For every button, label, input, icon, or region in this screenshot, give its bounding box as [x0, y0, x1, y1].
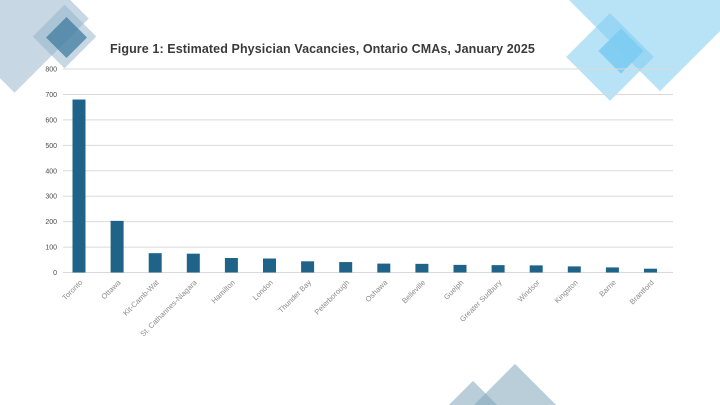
y-tick-label: 0 [53, 270, 57, 277]
bar-thunder-bay [301, 261, 315, 273]
x-tick-label: Peterborough [313, 278, 352, 317]
x-tick-label: Thunder Bay [276, 278, 313, 315]
y-tick-label: 300 [45, 194, 57, 201]
x-tick-label: Belleville [400, 278, 427, 305]
bar-st-catharines-niagara [186, 253, 200, 273]
bar-london [263, 258, 276, 273]
x-tick-label: Ottawa [99, 277, 123, 301]
bar-belleville [415, 263, 429, 273]
x-tick-label: London [251, 278, 275, 302]
y-tick-label: 800 [45, 67, 57, 74]
bar-greater-sudbury [491, 265, 505, 273]
bar-toronto [72, 99, 86, 273]
bar-brantford [644, 268, 657, 273]
y-tick-label: 500 [45, 143, 57, 150]
y-tick-label: 700 [45, 92, 57, 99]
chart-title: Figure 1: Estimated Physician Vacancies,… [110, 42, 535, 56]
bar-windsor [529, 265, 543, 273]
x-tick-label: Hamilton [210, 278, 237, 305]
x-tick-label: Oshawa [363, 277, 389, 303]
x-tick-label: Barrie [597, 278, 618, 299]
x-tick-label: Guelph [442, 278, 465, 301]
bar-guelph [453, 264, 467, 273]
y-tick-label: 100 [45, 245, 57, 252]
bar-peterborough [339, 262, 353, 273]
x-tick-label: Kingston [553, 278, 580, 305]
bar-kit-camb-wat [148, 253, 162, 273]
x-tick-label: Toronto [60, 278, 84, 302]
y-tick-label: 200 [45, 219, 57, 226]
bar-oshawa [377, 263, 391, 273]
y-tick-label: 600 [45, 117, 57, 124]
y-tick-label: 400 [45, 168, 57, 175]
bar-kingston [567, 266, 581, 273]
bar-barrie [605, 267, 619, 273]
x-tick-label: Brantford [628, 278, 656, 306]
x-tick-label: Windsor [516, 278, 542, 304]
bar-ottawa [110, 220, 124, 273]
x-tick-label: Kit-Camb-Wat [121, 277, 161, 317]
bar-hamilton [224, 258, 238, 273]
